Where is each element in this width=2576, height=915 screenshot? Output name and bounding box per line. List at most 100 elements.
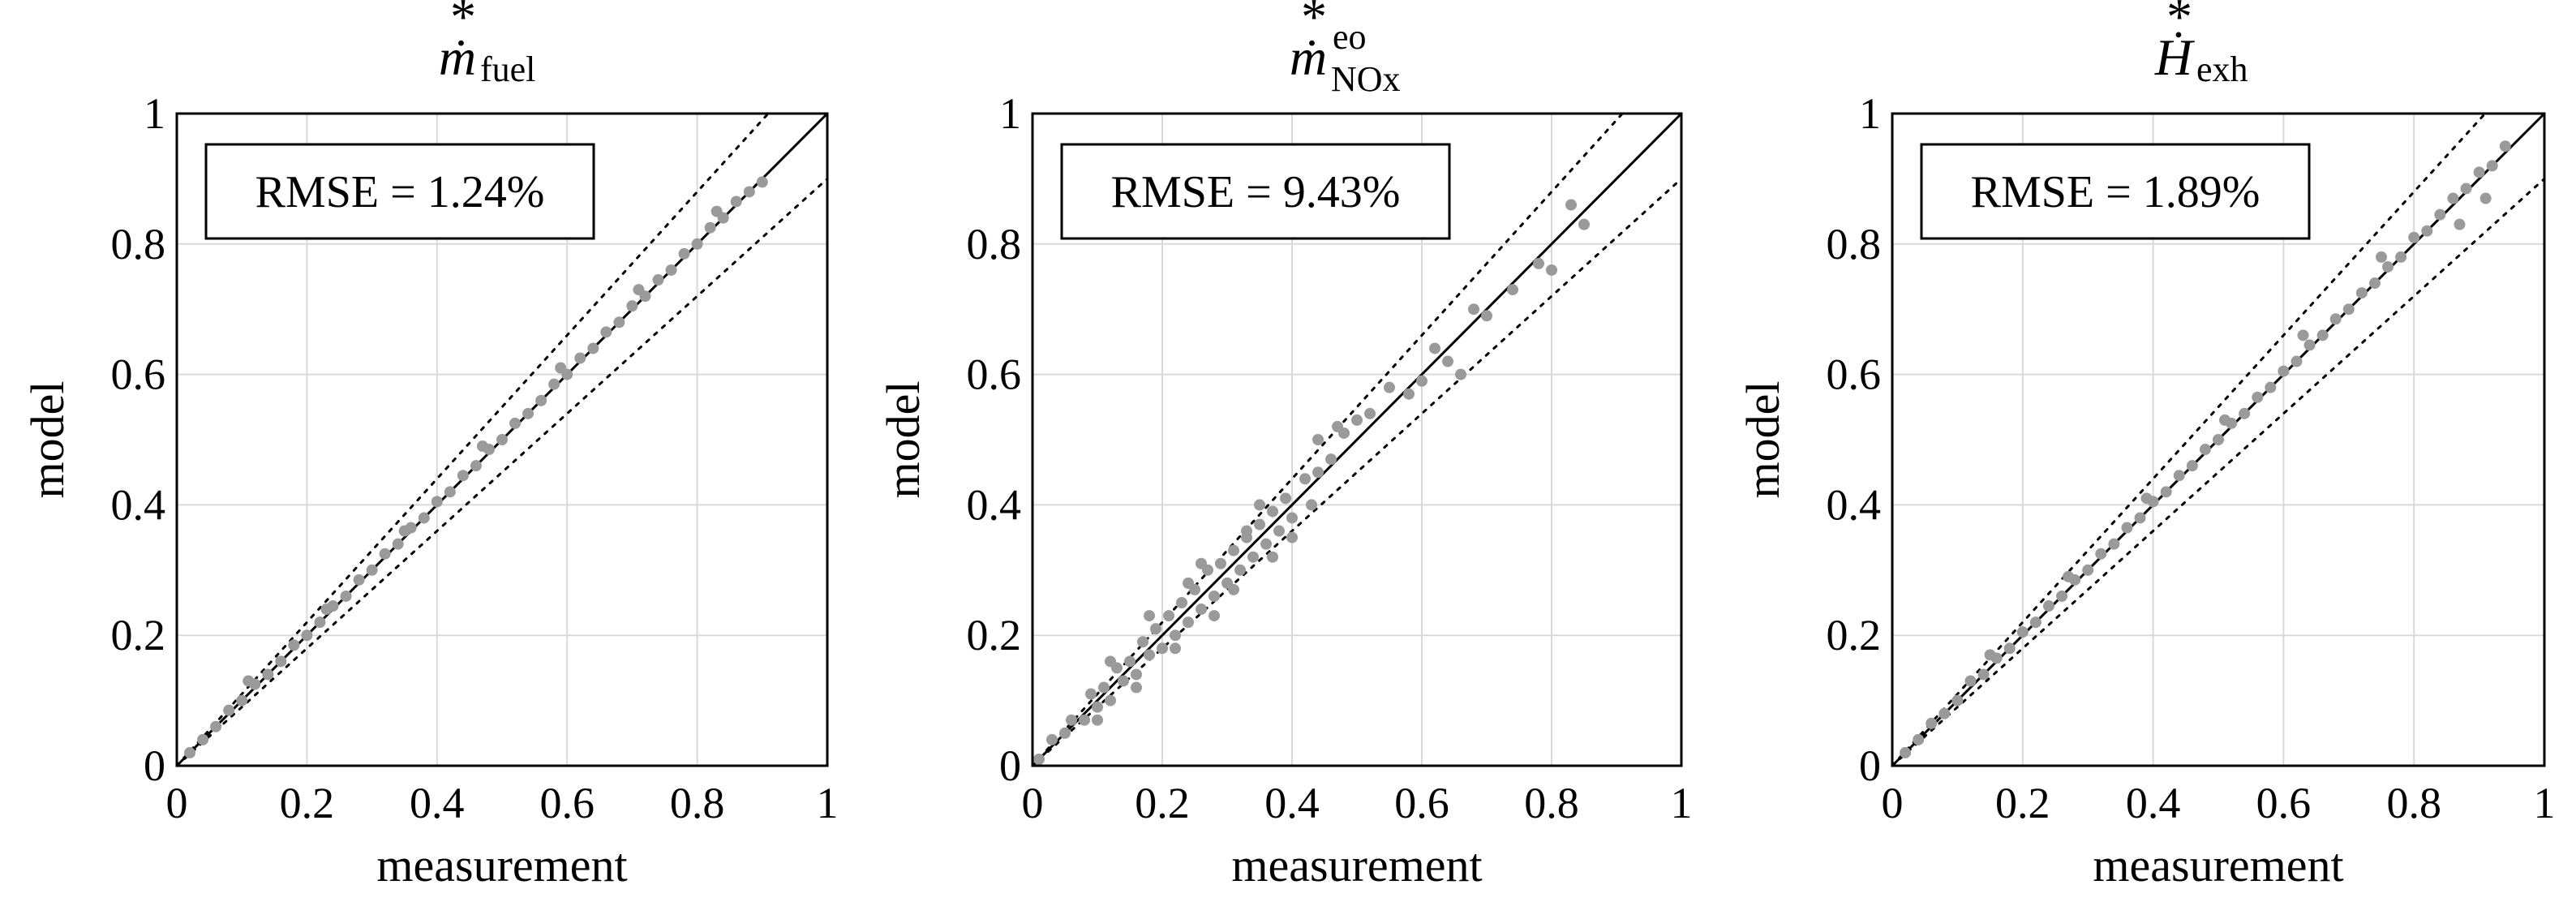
x-axis-label: measurement [2093, 839, 2343, 891]
data-point [587, 342, 599, 354]
data-point [2278, 365, 2290, 377]
y-axis-label: model [21, 381, 74, 499]
data-point [2297, 329, 2309, 342]
x-tick-label: 1 [1671, 779, 1693, 827]
data-point [1403, 388, 1415, 400]
data-point [2056, 590, 2068, 602]
data-point [2199, 444, 2211, 456]
chart-panel-1: 00 0.2 0.2 0.4 0.4 0.6 0.6 0.8 0.8 1 1 measurement m… [21, 0, 839, 891]
data-point [1137, 636, 1148, 648]
data-point [1170, 629, 1181, 642]
lower-tolerance-line [1891, 177, 2546, 767]
x-tick-label: 0.8 [2386, 779, 2441, 827]
data-point [2160, 486, 2172, 498]
data-point [1228, 544, 1239, 556]
data-point [314, 616, 326, 629]
data-point [600, 326, 612, 338]
data-point [223, 704, 235, 716]
data-point [1163, 610, 1174, 622]
y-tick-label: 0.2 [111, 611, 166, 659]
data-point [548, 378, 560, 390]
data-point [2239, 407, 2251, 419]
x-tick-label: 0.4 [1264, 779, 1320, 827]
data-point [2342, 303, 2355, 316]
data-point [2252, 391, 2264, 403]
data-point [626, 300, 638, 312]
data-point [2408, 231, 2420, 243]
title-subscript: fuel [480, 49, 535, 89]
data-point [1578, 218, 1590, 230]
data-point [1033, 753, 1045, 765]
chart-title: Ḣ*exh [2154, 0, 2248, 89]
x-tick-label: 0.2 [280, 779, 335, 827]
data-point [2454, 218, 2466, 230]
y-tick-label: 0 [1859, 741, 1881, 790]
data-point [2479, 192, 2492, 204]
y-tick-label: 0.6 [1827, 350, 1882, 399]
data-point [2186, 460, 2198, 472]
data-point [1416, 375, 1428, 387]
data-point [1351, 414, 1363, 426]
data-point [1176, 597, 1187, 608]
data-point [756, 176, 768, 188]
data-point [1105, 694, 1116, 707]
data-point [2329, 313, 2342, 325]
data-point [1150, 623, 1161, 635]
data-point [743, 186, 755, 198]
data-point [398, 525, 410, 537]
x-axis-label: measurement [376, 839, 627, 891]
data-point [1144, 610, 1155, 622]
data-point [1079, 714, 1090, 726]
x-tick-label: 0.4 [410, 779, 465, 827]
data-point [1228, 583, 1239, 595]
data-point [476, 440, 488, 453]
data-point [340, 590, 352, 602]
data-point [1299, 473, 1311, 485]
lower-tolerance-line [175, 177, 829, 767]
title-symbol: ṁ [1290, 28, 1327, 86]
data-point [2486, 160, 2498, 172]
data-point [1267, 551, 1278, 563]
data-point [1183, 616, 1194, 629]
data-point [2082, 564, 2094, 576]
y-tick-label: 1 [144, 89, 165, 138]
title-symbol: ṁ [439, 28, 476, 86]
y-tick-label: 1 [1859, 89, 1881, 138]
data-point [2316, 329, 2329, 342]
y-tick-label: 0.6 [967, 350, 1022, 399]
x-tick-label: 0.8 [670, 779, 725, 827]
data-point [2029, 616, 2041, 629]
data-point [1196, 557, 1207, 569]
data-point [2499, 140, 2511, 152]
x-tick-label: 0 [1022, 779, 1044, 827]
y-tick-label: 0.6 [111, 350, 166, 399]
x-axis-label: measurement [1231, 839, 1482, 891]
data-point [2108, 538, 2120, 550]
data-point [665, 264, 677, 276]
x-tick-label: 0.4 [2126, 779, 2181, 827]
data-point [652, 274, 664, 286]
x-tick-label: 0.8 [1524, 779, 1579, 827]
data-point [704, 221, 716, 234]
lower-tolerance-line [1031, 177, 1683, 767]
axes-frame [1891, 112, 2546, 767]
upper-tolerance-line [175, 112, 770, 767]
data-point [522, 407, 535, 419]
identity-line [1031, 112, 1683, 767]
data-point [2134, 512, 2146, 524]
data-point [2460, 183, 2472, 195]
y-tick-label: 0.4 [967, 480, 1022, 529]
y-tick-label: 0.2 [1827, 611, 1882, 659]
data-point [1442, 355, 1453, 367]
data-point [392, 538, 404, 550]
data-point [1215, 557, 1226, 569]
data-point [379, 548, 391, 560]
rmse-annotation: RMSE = 1.89% [1971, 167, 2260, 217]
rmse-annotation-box [1060, 143, 1451, 240]
data-point [2368, 277, 2381, 290]
data-point [353, 573, 365, 586]
y-tick-label: 0.8 [111, 220, 166, 268]
data-point [262, 668, 274, 681]
title-star: * [448, 0, 474, 45]
data-point [184, 746, 196, 758]
